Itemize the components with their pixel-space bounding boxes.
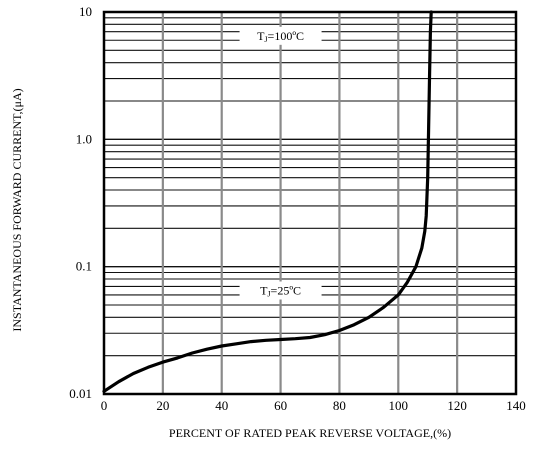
x-axis-label: PERCENT OF RATED PEAK REVERSE VOLTAGE,(%… (168, 426, 452, 440)
plot-frame (102, 10, 518, 396)
y-tick-label: 0.01 (69, 386, 92, 401)
annotation-label: TJ=100ºC (257, 29, 304, 44)
tick-labels: 0 20 40 60 80 100 120 140 10 1.0 0.1 0.01 (69, 4, 526, 413)
series (102, 10, 433, 393)
x-tick-label: 20 (156, 398, 169, 413)
y-tick-label: 10 (79, 4, 92, 19)
grid (104, 12, 516, 394)
plot-border (102, 10, 518, 396)
x-tick-label: 0 (101, 398, 108, 413)
annotation-label: TJ=25ºC (260, 283, 301, 298)
x-tick-label: 120 (447, 398, 467, 413)
x-tick-label: 40 (215, 398, 228, 413)
y-axis-label: INSTANTANEOUS FORWARD CURRENT,(μA) (10, 88, 24, 331)
x-tick-label: 60 (274, 398, 287, 413)
annotation-background (239, 281, 322, 300)
x-tick-label: 80 (333, 398, 346, 413)
x-tick-label: 100 (389, 398, 409, 413)
y-tick-label: 0.1 (76, 259, 92, 274)
annotation-background (239, 26, 322, 45)
y-tick-label: 1.0 (76, 131, 92, 146)
x-tick-label: 140 (506, 398, 526, 413)
annotations: TJ=100ºC TJ=25ºC (239, 26, 322, 300)
series-line (102, 10, 433, 393)
